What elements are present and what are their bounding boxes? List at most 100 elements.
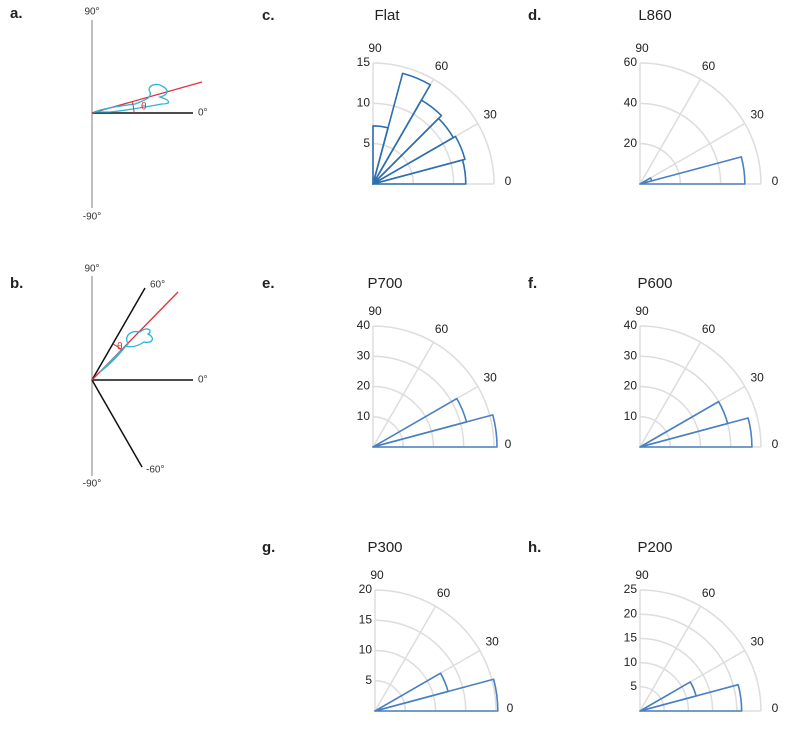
r-tick-label: 15 bbox=[357, 55, 371, 69]
theta-tick-label: 0 bbox=[772, 437, 779, 451]
theta-tick-label: 30 bbox=[751, 108, 765, 122]
theta-label: θ bbox=[117, 342, 123, 353]
r-tick-label: 15 bbox=[624, 631, 638, 645]
wedge bbox=[372, 397, 468, 448]
r-tick-label: 5 bbox=[363, 136, 370, 150]
r-tick-label: 40 bbox=[357, 318, 371, 332]
r-tick-label: 10 bbox=[624, 409, 638, 423]
panel-label: f. bbox=[528, 275, 537, 292]
grid-arc bbox=[372, 325, 495, 448]
panel-label: e. bbox=[262, 275, 275, 292]
r-tick-label: 20 bbox=[624, 136, 638, 150]
grid-line bbox=[639, 341, 702, 448]
panel-label: a. bbox=[10, 5, 23, 22]
wedge bbox=[639, 417, 753, 448]
r-tick-label: 20 bbox=[624, 379, 638, 393]
r-tick-label: 5 bbox=[630, 679, 637, 693]
grid-arc bbox=[639, 686, 665, 712]
r-tick-label: 40 bbox=[624, 96, 638, 110]
theta-tick-label: 0 bbox=[772, 701, 779, 715]
theta-tick-label: 30 bbox=[751, 371, 765, 385]
axis bbox=[91, 287, 146, 381]
angle-arc bbox=[112, 343, 123, 351]
grid-arc bbox=[639, 416, 671, 448]
theta-tick-label: 90 bbox=[368, 304, 382, 318]
grid-arc bbox=[639, 355, 732, 448]
polar-chart: g. P300 5 10 15 20 0 30 60 90 bbox=[262, 539, 514, 715]
theta-tick-label: 60 bbox=[435, 59, 449, 73]
grid-arc bbox=[372, 355, 465, 448]
r-tick-label: 10 bbox=[357, 96, 371, 110]
grid-arc bbox=[639, 589, 762, 712]
r-tick-label: 10 bbox=[624, 655, 638, 669]
r-tick-label: 10 bbox=[359, 643, 373, 657]
wedge bbox=[639, 681, 697, 712]
grid-arc bbox=[374, 619, 467, 712]
chart-title: P300 bbox=[367, 539, 402, 556]
grid-arc bbox=[639, 102, 722, 185]
wedge bbox=[372, 72, 432, 185]
r-tick-label: 25 bbox=[624, 582, 638, 596]
r-tick-label: 30 bbox=[624, 348, 638, 362]
polar-chart: h. P200 5 10 15 20 25 0 30 60 90 bbox=[528, 539, 779, 715]
panel-label: b. bbox=[10, 275, 23, 292]
wedge bbox=[639, 177, 653, 185]
wedge bbox=[374, 672, 449, 712]
theta-tick-label: 0 bbox=[772, 174, 779, 188]
chart-title: P200 bbox=[637, 539, 672, 556]
grid-line bbox=[372, 341, 435, 448]
polar-chart: e. P700 10 20 30 40 0 30 60 90 bbox=[262, 275, 512, 451]
theta-tick-label: 90 bbox=[370, 568, 384, 582]
grid-arc bbox=[374, 649, 437, 712]
r-tick-label: 20 bbox=[357, 379, 371, 393]
wedge bbox=[372, 125, 389, 185]
theta-tick-label: 0 bbox=[505, 174, 512, 188]
polar-chart: f. P600 10 20 30 40 0 30 60 90 bbox=[528, 275, 779, 451]
axis bbox=[91, 379, 143, 468]
chart-title: L860 bbox=[638, 7, 671, 24]
chart-title: P700 bbox=[367, 275, 402, 292]
r-tick-label: 20 bbox=[359, 582, 373, 596]
wedge bbox=[372, 414, 498, 448]
theta-tick-label: 90 bbox=[635, 41, 649, 55]
r-tick-label: 40 bbox=[624, 318, 638, 332]
r-tick-label: 30 bbox=[357, 348, 371, 362]
chart-title: Flat bbox=[374, 7, 400, 24]
angle-label: -90° bbox=[83, 212, 101, 223]
theta-tick-label: 60 bbox=[435, 322, 449, 336]
panel-label: c. bbox=[262, 7, 275, 24]
grid-line bbox=[374, 605, 437, 712]
theta-tick-label: 60 bbox=[702, 322, 716, 336]
panel-label: g. bbox=[262, 539, 275, 556]
cell-outline bbox=[93, 83, 170, 113]
wedge bbox=[639, 683, 743, 712]
grid-line bbox=[639, 78, 702, 185]
r-tick-label: 60 bbox=[624, 55, 638, 69]
angle-label: 90° bbox=[84, 7, 99, 18]
wedge bbox=[374, 678, 499, 712]
angle-label: 0° bbox=[198, 375, 208, 386]
grid-arc bbox=[639, 62, 762, 185]
grid-arc bbox=[639, 613, 738, 712]
polar-chart: c. Flat 5 10 15 0 30 60 90 bbox=[262, 7, 512, 188]
theta-tick-label: 0 bbox=[505, 437, 512, 451]
wedge bbox=[639, 156, 746, 185]
r-tick-label: 15 bbox=[359, 612, 373, 626]
grid-arc bbox=[639, 661, 690, 712]
grid-arc bbox=[639, 385, 702, 448]
angle-label: -90° bbox=[83, 479, 101, 490]
theta-label: θ bbox=[141, 102, 147, 113]
grid-arc bbox=[639, 325, 762, 448]
grid-arc bbox=[639, 142, 682, 185]
theta-tick-label: 60 bbox=[437, 586, 451, 600]
angle-label: -60° bbox=[146, 465, 164, 476]
grid-arc bbox=[639, 637, 714, 712]
grid-line bbox=[639, 122, 746, 185]
panel-label: d. bbox=[528, 7, 541, 24]
wedge bbox=[372, 117, 455, 185]
theta-tick-label: 60 bbox=[702, 586, 716, 600]
diagram-a: a. 90° 0° -90° θ bbox=[10, 5, 208, 223]
theta-tick-label: 90 bbox=[635, 304, 649, 318]
